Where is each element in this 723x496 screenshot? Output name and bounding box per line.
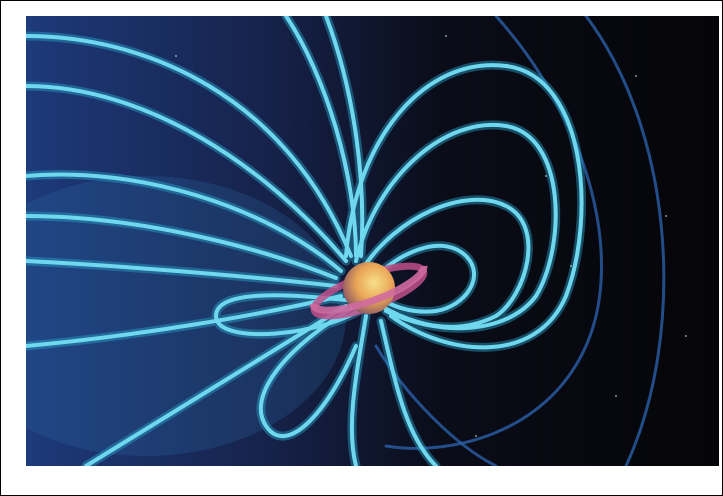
field-line xyxy=(374,344,498,466)
magnetosphere-image xyxy=(26,16,719,466)
field-line xyxy=(284,16,358,258)
field-lines xyxy=(26,16,587,466)
field-line xyxy=(344,63,584,350)
field-line xyxy=(349,314,368,466)
field-line xyxy=(26,214,338,280)
field-line xyxy=(26,84,348,263)
field-line xyxy=(324,16,365,258)
field-line xyxy=(26,259,338,288)
field-line xyxy=(26,294,343,348)
planet xyxy=(309,262,428,320)
field-line xyxy=(213,293,368,337)
planet-ring-front xyxy=(309,265,428,314)
field-line xyxy=(379,319,438,466)
space-background xyxy=(26,16,719,466)
field-line xyxy=(354,122,558,331)
field-line xyxy=(584,16,666,466)
field-line xyxy=(26,34,353,258)
field-line xyxy=(259,304,358,439)
planet-body xyxy=(343,262,395,314)
field-line xyxy=(369,243,477,314)
field-line xyxy=(359,197,531,329)
field-line xyxy=(26,172,343,273)
stars xyxy=(175,35,687,437)
